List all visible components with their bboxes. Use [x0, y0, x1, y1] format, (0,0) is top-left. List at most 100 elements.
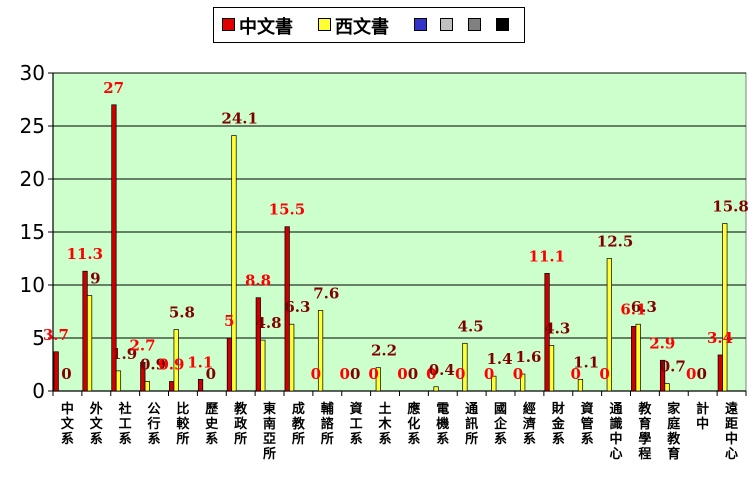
- bar: [53, 351, 59, 392]
- bar: [577, 378, 584, 392]
- bar: [255, 297, 261, 392]
- x-tick-label: 社工系: [118, 401, 132, 447]
- x-tick-label: 應化系: [407, 401, 420, 447]
- bar: [317, 310, 324, 392]
- x-tick-label: 遠距中心: [725, 401, 738, 462]
- data-label: 1.6: [515, 348, 541, 366]
- data-label: 5.8: [169, 304, 195, 322]
- legend-swatch: [440, 18, 453, 31]
- data-label: 3.4: [707, 329, 733, 347]
- data-label: 0: [397, 365, 407, 383]
- bar: [284, 226, 290, 392]
- data-label: 0.4: [429, 361, 455, 379]
- data-label: 1.4: [487, 350, 513, 368]
- x-tick-label: 電機系: [436, 402, 449, 447]
- bar: [82, 270, 88, 392]
- data-label: 0: [350, 365, 360, 383]
- data-label: 0: [599, 365, 609, 383]
- bar: [548, 345, 555, 392]
- data-label: 2.2: [371, 342, 397, 360]
- legend-swatch: [222, 18, 235, 31]
- bar: [197, 378, 204, 392]
- data-label: 2.7: [130, 336, 156, 354]
- x-tick-label: 外文系: [89, 401, 104, 447]
- x-tick-label: 國企系: [493, 402, 508, 447]
- data-label: 6.1: [620, 300, 646, 318]
- x-tick-label: 成教所: [291, 401, 306, 447]
- y-tick-label: 30: [20, 61, 45, 85]
- x-tick-label: 財金系: [551, 401, 566, 447]
- data-label: 27: [103, 79, 124, 97]
- data-label: 11.1: [529, 247, 566, 265]
- x-tick-label: 通識中心: [610, 401, 623, 462]
- x-tick-label: 資管系: [581, 401, 594, 447]
- bar: [462, 342, 468, 392]
- legend-swatch: [468, 18, 481, 31]
- data-label: 0: [368, 365, 378, 383]
- data-label: 1.1: [187, 353, 213, 371]
- data-label: 4.8: [256, 314, 282, 332]
- x-tick-label: 資工系: [350, 401, 363, 447]
- data-label: 0: [206, 365, 216, 383]
- data-label: 2.9: [649, 334, 675, 352]
- data-label: 1.9: [111, 345, 137, 363]
- data-label: 0: [455, 365, 465, 383]
- data-label: 4.3: [544, 319, 570, 337]
- x-tick-label: 輔諮所: [321, 401, 334, 447]
- x-tick-label: 歷史系: [205, 402, 219, 447]
- legend-swatch: [318, 18, 331, 31]
- x-tick-label: 通訊所: [465, 401, 478, 447]
- data-label: 11.3: [67, 245, 104, 263]
- data-label: 0: [311, 365, 321, 383]
- bar: [717, 354, 723, 392]
- bar: [86, 295, 93, 392]
- data-label: 0: [484, 365, 494, 383]
- bar: [635, 323, 641, 392]
- x-tick-label: 公行系: [147, 402, 161, 447]
- x-tick-label: 比較所: [176, 401, 190, 447]
- bar: [144, 381, 150, 392]
- x-tick-label: 計中: [696, 401, 709, 432]
- bar: [722, 223, 728, 392]
- legend-swatch: [496, 18, 509, 31]
- data-label: 0: [339, 365, 349, 383]
- bar: [289, 323, 295, 392]
- bar: [231, 135, 237, 392]
- x-tick-label: 家庭教育: [666, 401, 681, 462]
- bar: [433, 386, 439, 392]
- bar: [659, 359, 666, 392]
- legend-label: 西文書: [335, 17, 389, 38]
- bar: [226, 337, 233, 392]
- data-label: 0: [426, 365, 436, 383]
- bar: [606, 258, 612, 392]
- y-tick-label: 20: [20, 167, 45, 191]
- data-label: 4.5: [458, 317, 484, 335]
- legend-swatch: [414, 18, 427, 31]
- bar: [664, 383, 670, 392]
- data-label: 0: [696, 365, 706, 383]
- data-label: 3.7: [43, 326, 69, 344]
- data-label: 15.8: [712, 198, 749, 216]
- bar: [140, 362, 146, 392]
- x-tick-label: 經濟系: [523, 401, 536, 447]
- data-label: 0: [61, 365, 71, 383]
- data-label: 6.3: [284, 298, 310, 316]
- bar: [260, 339, 266, 392]
- x-tick-label: 教育學程: [637, 401, 652, 462]
- data-label: 1.1: [573, 353, 599, 371]
- data-label: 0: [686, 365, 696, 383]
- bar: [375, 367, 381, 392]
- bar: [631, 325, 637, 392]
- data-label: 12.5: [597, 233, 634, 251]
- data-label: 7.6: [313, 284, 339, 302]
- data-label: 9: [90, 270, 100, 288]
- data-label: 5: [224, 312, 234, 330]
- data-label: 8.8: [245, 272, 271, 290]
- y-tick-label: 25: [20, 114, 45, 138]
- x-tick-label: 東南亞所: [263, 401, 276, 462]
- data-label: 24.1: [221, 110, 258, 128]
- data-label: 0: [408, 365, 418, 383]
- bar: [111, 104, 117, 392]
- y-tick-label: 5: [32, 326, 45, 350]
